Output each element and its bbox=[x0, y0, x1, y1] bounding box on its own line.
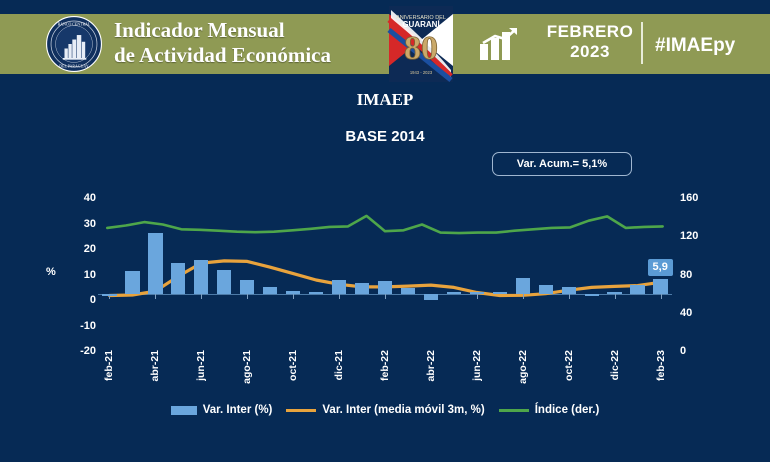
x-axis-tick-label: abr-21 bbox=[149, 350, 162, 382]
report-month: FEBRERO bbox=[546, 22, 634, 41]
header-divider bbox=[641, 22, 643, 64]
legend-label-media-movil: Var. Inter (media móvil 3m, %) bbox=[322, 404, 485, 416]
svg-text:DEL PARAGUAY: DEL PARAGUAY bbox=[59, 65, 89, 69]
x-axis-labels: feb-21 abr-21 jun-21 ago-21 oct-21 dic-21 feb-… bbox=[98, 350, 672, 398]
svg-text:80: 80 bbox=[404, 30, 438, 67]
chart-bar bbox=[584, 294, 599, 296]
chart-bar bbox=[400, 288, 416, 294]
guarani-80th-anniversary-badge: ANIVERSARIO DEL GUARANÍ 80 1943 - 2023 bbox=[381, 6, 461, 82]
index-line bbox=[106, 214, 665, 235]
accumulated-variation-badge: Var. Acum.= 5,1% bbox=[492, 152, 632, 176]
chart-subtitle: BASE 2014 bbox=[345, 128, 425, 145]
chart-bar bbox=[102, 294, 117, 296]
x-axis-tick bbox=[522, 294, 524, 299]
y-axis-left-tick: 20 bbox=[83, 243, 96, 255]
legend-item-indice: Índice (der.) bbox=[498, 404, 600, 416]
x-axis-tick-label: oct-21 bbox=[287, 350, 300, 381]
x-axis-tick bbox=[660, 294, 662, 299]
svg-text:ANIVERSARIO DEL: ANIVERSARIO DEL bbox=[396, 15, 446, 21]
chart-bar bbox=[240, 279, 255, 294]
chart-bar bbox=[331, 280, 347, 294]
x-axis-tick-label: oct-22 bbox=[562, 350, 575, 381]
y-axis-left-tick: -20 bbox=[80, 345, 96, 357]
bar-data-label: 5,9 bbox=[647, 258, 673, 276]
svg-text:BANCO CENTRAL: BANCO CENTRAL bbox=[58, 23, 91, 27]
title-line-1: Indicador Mensual bbox=[114, 18, 285, 42]
y-axis-left-tick: 0 bbox=[89, 294, 96, 306]
chart-bar bbox=[309, 292, 324, 294]
chart-bar bbox=[423, 294, 439, 300]
legend-item-var-inter: Var. Inter (%) bbox=[170, 404, 273, 416]
x-axis-tick-label: ago-21 bbox=[241, 350, 254, 384]
legend-label-indice: Índice (der.) bbox=[534, 404, 600, 416]
title-line-2: de Actividad Económica bbox=[114, 43, 332, 67]
svg-text:1943 - 2023: 1943 - 2023 bbox=[410, 70, 433, 75]
x-axis-tick bbox=[339, 294, 341, 299]
chart-bar bbox=[469, 292, 484, 294]
y-axis-left: 40 30 20 10 0 -10 -20 bbox=[58, 184, 96, 357]
legend-swatch-line-orange bbox=[286, 408, 317, 412]
x-axis-tick bbox=[155, 294, 157, 299]
chart-bar bbox=[630, 284, 645, 294]
page-title: Indicador Mensual de Actividad Económica bbox=[114, 18, 331, 68]
report-year: 2023 bbox=[570, 42, 610, 61]
chart-title: IMAEP bbox=[356, 90, 414, 109]
x-axis-tick bbox=[109, 294, 111, 299]
y-axis-right-tick: 160 bbox=[680, 192, 699, 204]
x-axis-tick bbox=[614, 294, 616, 299]
chart-bar bbox=[263, 287, 278, 294]
y-axis-left-tick: 10 bbox=[83, 268, 96, 281]
chart-bar bbox=[148, 232, 163, 294]
chart-plot-area: 5,9 bbox=[98, 192, 673, 345]
x-axis-tick bbox=[568, 294, 570, 299]
chart-bar bbox=[538, 284, 553, 294]
legend-swatch-line-green bbox=[498, 408, 529, 412]
chart-legend: Var. Inter (%) Var. Inter (media móvil 3… bbox=[0, 404, 770, 416]
y-axis-right-tick: 80 bbox=[680, 268, 693, 281]
legend-swatch-bar bbox=[170, 405, 197, 415]
y-axis-left-unit: % bbox=[46, 266, 56, 278]
x-axis-tick bbox=[476, 294, 478, 299]
banco-central-paraguay-seal-icon: BANCO CENTRAL DEL PARAGUAY bbox=[46, 16, 102, 72]
chart-bar bbox=[653, 278, 668, 294]
y-axis-right: 160 120 80 40 0 bbox=[680, 184, 720, 357]
bar-chart-growth-icon bbox=[479, 27, 519, 61]
chart-bar bbox=[125, 270, 140, 294]
chart-bar bbox=[515, 277, 530, 294]
x-axis-tick bbox=[201, 294, 203, 299]
x-axis-tick bbox=[385, 294, 386, 299]
y-axis-left-tick: -10 bbox=[80, 319, 96, 332]
chart-bar bbox=[446, 291, 461, 294]
chart-bar bbox=[561, 286, 576, 294]
y-axis-right-tick: 40 bbox=[680, 306, 693, 319]
x-axis-tick-label: dic-21 bbox=[333, 350, 346, 381]
hashtag-label: #IMAEpy bbox=[655, 35, 736, 56]
chart-bar bbox=[171, 263, 186, 294]
x-axis-tick bbox=[247, 294, 249, 299]
chart-bar bbox=[194, 259, 209, 294]
legend-label-var-inter: Var. Inter (%) bbox=[202, 404, 273, 416]
report-period: FEBRERO 2023 bbox=[545, 22, 635, 62]
svg-text:GUARANÍ: GUARANÍ bbox=[402, 20, 440, 29]
y-axis-right-tick: 120 bbox=[680, 230, 699, 243]
chart-bar bbox=[286, 291, 301, 294]
x-axis-tick-label: feb-23 bbox=[654, 350, 667, 381]
chart-bar bbox=[217, 269, 232, 294]
legend-item-media-movil: Var. Inter (media móvil 3m, %) bbox=[286, 404, 485, 416]
y-axis-left-tick: 30 bbox=[83, 217, 96, 230]
x-axis-tick-label: abr-22 bbox=[424, 350, 437, 382]
x-axis-tick-label: dic-22 bbox=[608, 350, 621, 381]
y-axis-right-tick: 0 bbox=[680, 345, 687, 357]
x-axis-tick-label: feb-22 bbox=[379, 350, 391, 381]
x-axis-tick-label: jun-21 bbox=[195, 350, 208, 381]
chart-bar bbox=[377, 281, 393, 294]
x-axis-tick-label: jun-22 bbox=[470, 350, 483, 381]
y-axis-left-tick: 40 bbox=[83, 192, 96, 204]
x-axis-tick-label: ago-22 bbox=[516, 350, 529, 384]
chart-bar bbox=[354, 283, 370, 294]
x-axis-tick-label: feb-21 bbox=[103, 350, 116, 381]
chart-bar bbox=[492, 291, 507, 294]
chart-bar bbox=[607, 291, 622, 294]
x-axis-tick bbox=[293, 294, 295, 299]
